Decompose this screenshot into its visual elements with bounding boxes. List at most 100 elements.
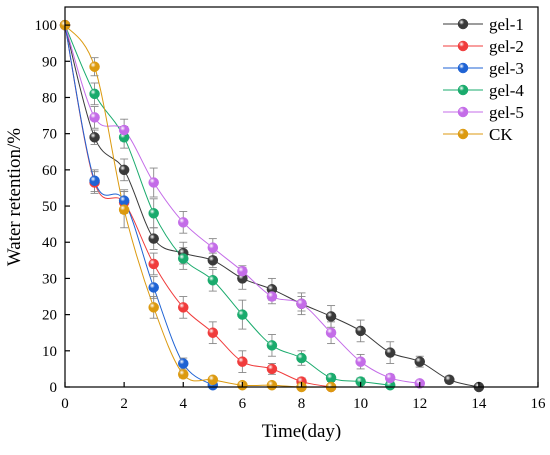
data-point	[148, 282, 159, 293]
series-gel-4	[64, 24, 395, 388]
legend-marker	[457, 84, 469, 96]
x-tick-label: 4	[180, 396, 188, 412]
x-tick-label: 0	[61, 396, 69, 412]
data-point	[89, 61, 100, 72]
data-point	[355, 325, 366, 337]
data-point	[89, 175, 100, 186]
data-point	[414, 356, 425, 367]
y-tick-label: 90	[42, 54, 57, 70]
data-point	[178, 358, 189, 369]
y-tick-label: 70	[42, 127, 57, 143]
data-point	[207, 242, 219, 253]
legend-label: CK	[489, 125, 513, 144]
markers-gel-5	[59, 19, 425, 389]
data-point	[89, 132, 100, 143]
y-tick-label: 60	[42, 163, 57, 179]
series-line	[64, 24, 391, 386]
data-point	[266, 363, 278, 375]
y-axis-label: Water retention/%	[4, 128, 25, 266]
legend-item: gel-4	[443, 81, 524, 100]
x-tick-label: 2	[120, 396, 128, 412]
markers-CK	[59, 19, 337, 393]
legend-item: gel-2	[443, 37, 524, 56]
series-CK	[64, 24, 332, 388]
data-point	[148, 233, 159, 244]
legend-marker	[457, 40, 469, 52]
data-point	[266, 291, 278, 302]
x-axis-label: Time(day)	[262, 421, 342, 442]
data-point	[148, 258, 159, 270]
series-line	[64, 25, 332, 388]
data-point	[266, 379, 278, 391]
axes-layer: 0 2 4 6 8 10 12 14 16 0 10 20 30 40 50 60 70 80 90 100	[35, 6, 547, 412]
legend-marker	[457, 18, 469, 30]
data-point	[207, 374, 219, 386]
legend-marker	[457, 128, 469, 140]
data-point	[355, 356, 366, 367]
y-tick-label: 50	[42, 199, 57, 215]
data-point	[207, 327, 219, 338]
series-line	[64, 24, 332, 388]
data-point	[118, 204, 130, 215]
legend: gel-1 gel-2 gel-3 gel-4 gel-5 CK	[443, 15, 524, 144]
data-point	[178, 302, 189, 313]
data-point	[325, 327, 337, 338]
data-point	[296, 298, 307, 310]
y-tick-label: 30	[42, 271, 57, 287]
data-point	[384, 372, 396, 384]
y-tick-label: 40	[42, 235, 57, 251]
legend-item: gel-1	[443, 15, 524, 34]
x-tick-label: 6	[239, 396, 247, 412]
data-point	[207, 274, 219, 286]
data-point	[89, 112, 100, 123]
data-point	[118, 124, 130, 136]
legend-label: gel-4	[489, 81, 524, 100]
y-tick-label: 20	[42, 308, 57, 324]
x-tick-label: 16	[531, 396, 547, 412]
data-point	[444, 374, 455, 386]
y-tick-label: 0	[50, 380, 58, 396]
series-layer	[59, 19, 485, 393]
data-point	[148, 177, 159, 188]
data-point	[178, 217, 189, 228]
y-tick-label: 100	[35, 18, 58, 34]
markers-gel-2	[59, 19, 337, 393]
data-point	[266, 340, 278, 351]
legend-label: gel-5	[489, 103, 524, 122]
legend-label: gel-3	[489, 59, 524, 78]
x-tick-label: 8	[298, 396, 306, 412]
legend-label: gel-2	[489, 37, 524, 56]
data-point	[207, 255, 219, 266]
legend-label: gel-1	[489, 15, 524, 34]
data-point	[148, 302, 159, 313]
markers-gel-4	[59, 19, 396, 391]
data-point	[325, 311, 337, 322]
data-point	[89, 88, 100, 100]
legend-marker	[457, 62, 469, 74]
y-tick-label: 80	[42, 90, 57, 106]
legend-item: gel-3	[443, 59, 524, 78]
x-tick-label: 12	[412, 396, 427, 412]
data-point	[118, 164, 130, 176]
data-point	[178, 253, 189, 264]
data-point	[118, 195, 130, 206]
series-gel-5	[64, 24, 424, 386]
data-point	[237, 309, 248, 320]
series-line	[64, 24, 420, 384]
x-tick-label: 10	[353, 396, 368, 412]
data-point	[148, 208, 159, 219]
data-point	[384, 347, 396, 358]
x-tick-label: 14	[471, 396, 487, 412]
data-point	[237, 356, 248, 367]
legend-marker	[457, 106, 469, 118]
series-gel-2	[64, 25, 332, 388]
legend-item: gel-5	[443, 103, 524, 122]
data-point	[178, 369, 189, 380]
data-point	[237, 265, 248, 277]
y-tick-label: 10	[42, 344, 57, 360]
data-point	[296, 352, 307, 364]
data-point	[325, 372, 337, 384]
legend-item: CK	[443, 125, 513, 144]
